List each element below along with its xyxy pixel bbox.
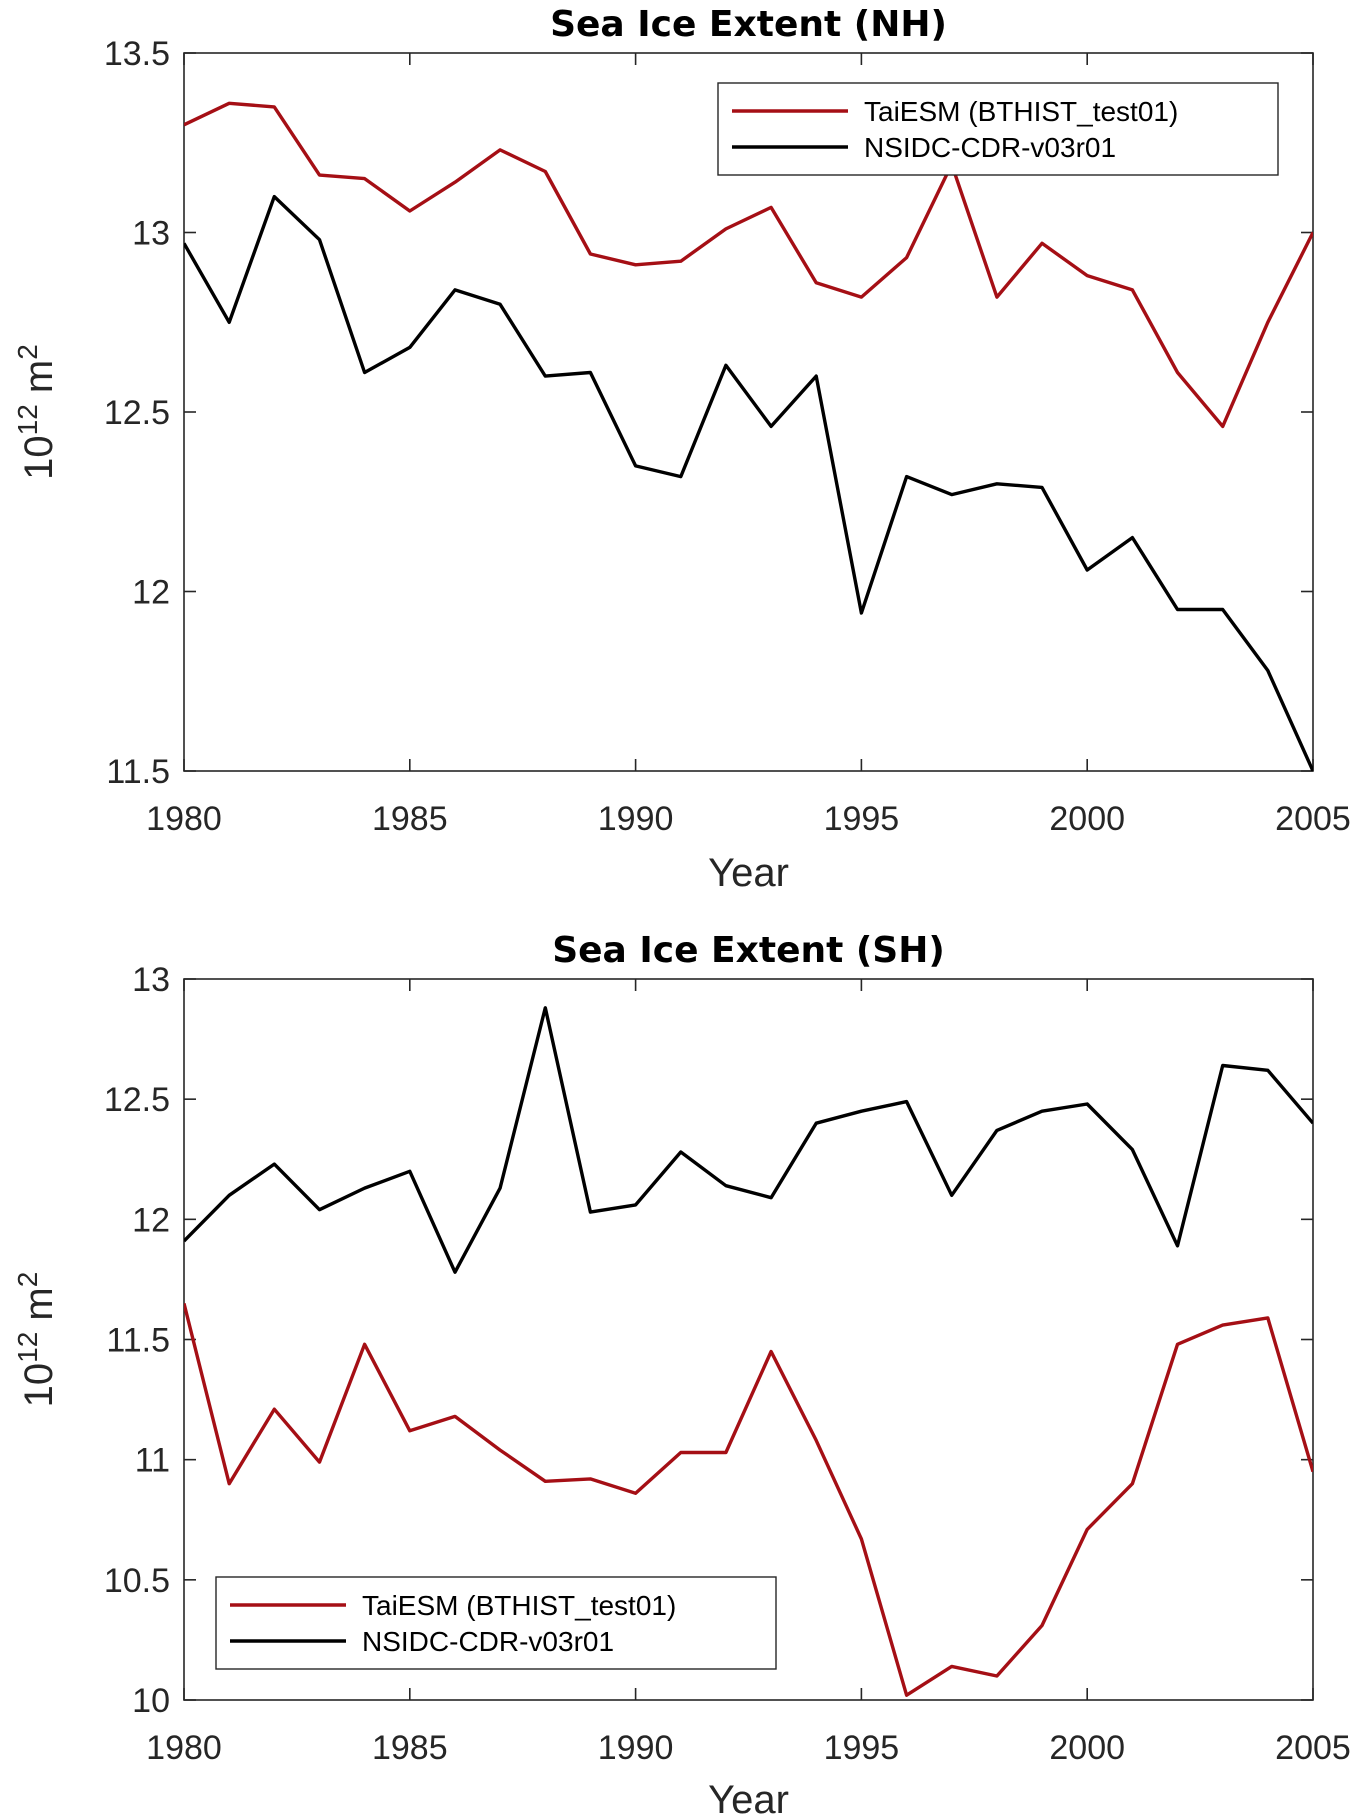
x-axis-label: Year (708, 1778, 789, 1819)
x-tick-label: 1985 (372, 1729, 448, 1767)
y-label-exponent: 12 (12, 404, 43, 435)
series-line-2 (184, 1006, 1313, 1274)
y-tick-label: 10 (132, 1682, 170, 1720)
x-tick-label: 2000 (1049, 800, 1125, 838)
y-tick-label: 10.5 (104, 1562, 170, 1600)
chart-title: Sea Ice Extent (SH) (552, 930, 945, 971)
x-tick-label: 2000 (1049, 1729, 1125, 1767)
chart-panel-1: Sea Ice Extent (NH) 1980 1985 1990 1995 2000 2… (12, 4, 1351, 895)
y-label-base: 10 (17, 1363, 61, 1408)
y-label-base: 10 (17, 435, 61, 480)
series-line-1 (184, 101, 1313, 429)
y-tick-label: 12 (132, 1201, 170, 1239)
x-tick-label: 1995 (824, 800, 900, 838)
y-tick-label: 12.5 (104, 1081, 170, 1119)
x-tick-label: 1985 (372, 800, 448, 838)
legend-label-2: NSIDC-CDR-v03r01 (362, 1626, 614, 1657)
y-label-unit: m (17, 360, 61, 404)
chart-title: Sea Ice Extent (NH) (550, 4, 947, 45)
y-label-unit: m (17, 1287, 61, 1331)
y-tick-label: 13.5 (104, 35, 170, 73)
legend: TaiESM (BTHIST_test01) NSIDC-CDR-v03r01 (717, 82, 1279, 176)
y-tick-label: 12 (132, 574, 170, 612)
y-label-unit-exponent: 2 (12, 1272, 43, 1288)
legend-label-2: NSIDC-CDR-v03r01 (864, 132, 1116, 163)
y-tick-label: 13 (132, 215, 170, 253)
y-tick-label: 11 (135, 1442, 170, 1480)
x-tick-label: 1980 (146, 1729, 222, 1767)
y-tick-label: 11.5 (106, 753, 170, 791)
x-tick-label: 1980 (146, 800, 222, 838)
y-label-exponent: 12 (12, 1332, 43, 1363)
y-tick-label: 13 (132, 961, 170, 999)
series-line-1 (184, 1302, 1313, 1697)
y-label-unit-exponent: 2 (12, 344, 43, 360)
y-axis-label: 1012 m2 (12, 344, 62, 480)
chart-panel-2: Sea Ice Extent (SH) 1980 1985 1990 1995 2000 2… (12, 930, 1351, 1819)
x-tick-label: 1990 (598, 1729, 674, 1767)
y-tick-label: 12.5 (104, 394, 170, 432)
legend: TaiESM (BTHIST_test01) NSIDC-CDR-v03r01 (215, 1576, 777, 1670)
y-axis-label: 1012 m2 (12, 1272, 62, 1408)
legend-box (215, 1576, 777, 1670)
legend-label-1: TaiESM (BTHIST_test01) (864, 96, 1178, 127)
x-axis-label: Year (708, 851, 789, 895)
x-tick-label: 1990 (598, 800, 674, 838)
x-tick-label: 2005 (1275, 800, 1351, 838)
legend-box (717, 82, 1279, 176)
series-line-2 (184, 194, 1313, 771)
y-tick-label: 11.5 (106, 1322, 170, 1360)
x-tick-label: 1995 (824, 1729, 900, 1767)
x-tick-label: 2005 (1275, 1729, 1351, 1767)
legend-label-1: TaiESM (BTHIST_test01) (362, 1590, 676, 1621)
